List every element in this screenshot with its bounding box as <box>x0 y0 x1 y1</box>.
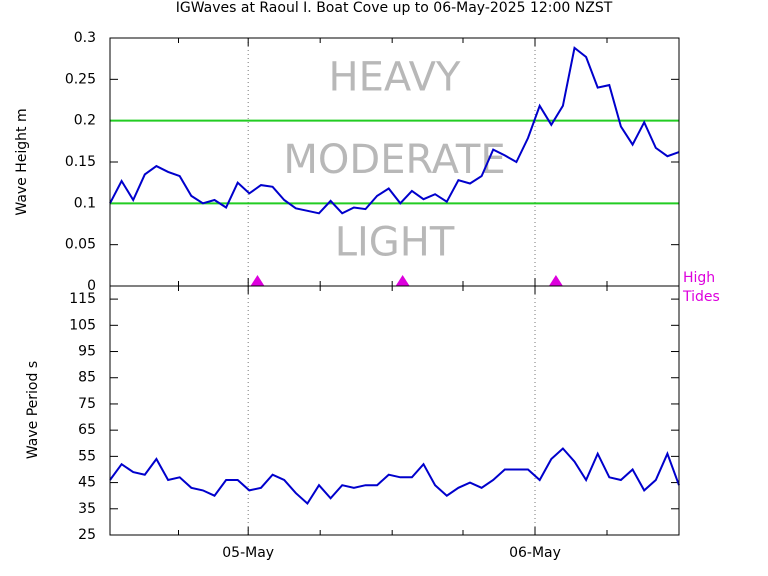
data-line <box>109 447 680 506</box>
y-tick-label: 0.15 <box>65 154 96 170</box>
y-tick-label: 115 <box>69 291 96 307</box>
chart-title: IGWaves at Raoul I. Boat Cove up to 06-M… <box>176 0 613 16</box>
y-tick-label: 85 <box>78 370 96 386</box>
y-tick-label: 105 <box>69 317 96 333</box>
y-tick-label: 0 <box>87 278 96 294</box>
y-tick-label: 75 <box>78 396 96 412</box>
data-line <box>109 46 680 215</box>
y-tick-label: 0.2 <box>74 113 96 129</box>
y-tick-label: 0.1 <box>74 195 96 211</box>
tide-label: Tides <box>682 289 720 305</box>
y-tick-label: 95 <box>78 344 96 360</box>
y-tick-label: 55 <box>78 448 96 464</box>
y-axis-label: Wave Period s <box>25 361 41 459</box>
tide-label: High <box>683 270 715 286</box>
zone-label: LIGHT <box>335 220 455 266</box>
y-axis-label: Wave Height m <box>14 108 30 215</box>
high-tide-marker <box>395 275 410 286</box>
y-tick-label: 65 <box>78 422 96 438</box>
x-tick-label: 06-May <box>509 545 561 561</box>
y-tick-label: 25 <box>78 527 96 543</box>
plot-frame <box>109 285 680 536</box>
y-tick-label: 0.3 <box>74 30 96 46</box>
zone-label: HEAVY <box>329 54 462 100</box>
y-tick-label: 0.25 <box>65 71 96 87</box>
high-tide-marker <box>250 275 265 286</box>
x-tick-label: 05-May <box>222 545 274 561</box>
zone-label: MODERATE <box>283 137 505 183</box>
y-tick-label: 45 <box>78 475 96 491</box>
y-tick-label: 35 <box>78 501 96 517</box>
y-tick-label: 0.05 <box>65 237 96 253</box>
high-tide-marker <box>548 275 563 286</box>
